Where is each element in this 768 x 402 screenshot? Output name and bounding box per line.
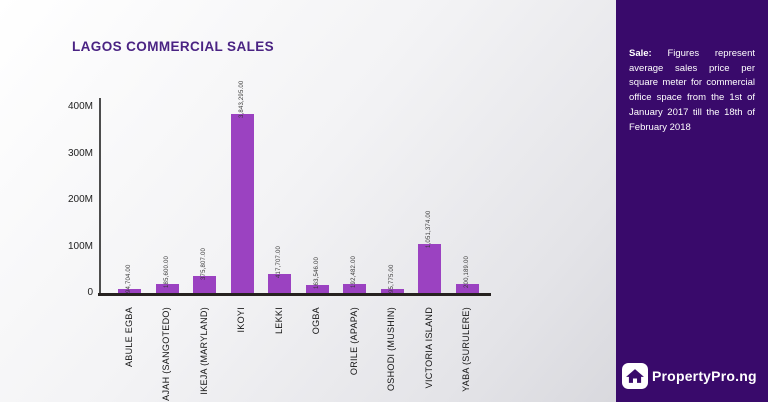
bar: [155, 284, 179, 293]
brand-logo[interactable]: PropertyPro.ng: [622, 362, 757, 390]
bar: [343, 284, 366, 293]
house-icon: [622, 363, 648, 389]
y-axis-line: [99, 98, 101, 295]
bar: [418, 244, 441, 293]
y-tick-label: 0: [87, 287, 93, 298]
y-tick-label: 400M: [67, 101, 93, 112]
sidebar: Sale: Figures represent average sales pr…: [616, 0, 768, 402]
brand-name: PropertyPro.ng: [652, 368, 757, 384]
bar: [380, 288, 404, 293]
y-tick-label: 200M: [67, 194, 93, 205]
bar: [230, 114, 254, 293]
bar: [193, 275, 216, 293]
bar: [305, 285, 329, 293]
bar: [455, 283, 479, 293]
chart-title: LAGOS COMMERCIAL SALES: [72, 39, 275, 54]
bar: [118, 288, 141, 293]
note-lead: Sale:: [629, 48, 652, 59]
bar: [268, 273, 291, 293]
x-axis-line: [98, 293, 491, 296]
y-tick-label: 100M: [67, 240, 93, 252]
note-body: Figures represent average sales price pe…: [629, 48, 755, 133]
sales-definition-note: Sale: Figures represent average sales pr…: [629, 47, 755, 135]
y-tick-label: 300M: [67, 147, 93, 159]
